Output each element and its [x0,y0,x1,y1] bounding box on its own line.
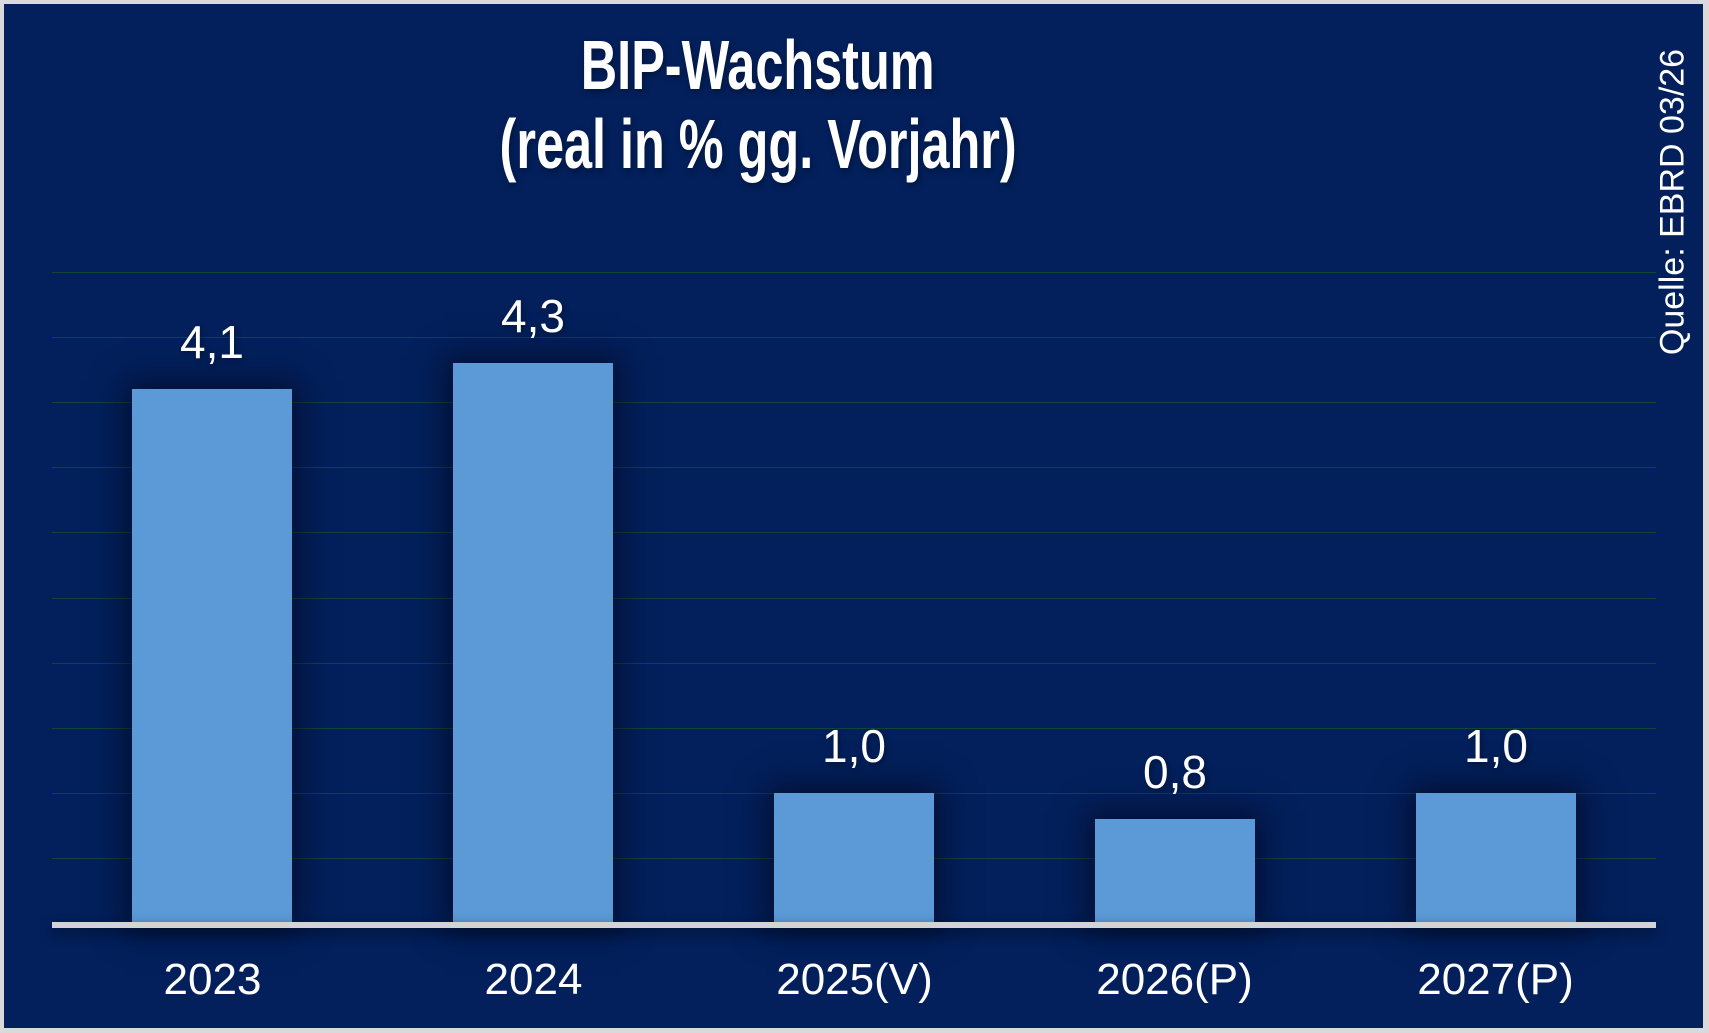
x-axis-label: 2025(V) [776,955,933,1004]
bar-2026(P) [1095,819,1255,923]
gridline [52,402,1656,403]
gridline [52,467,1656,468]
x-axis-label: 2023 [163,955,262,1004]
x-axis-label: 2026(P) [1096,955,1253,1004]
bar-value-label: 1,0 [822,720,886,772]
bar-2027(P) [1416,793,1576,923]
bar-2024 [453,363,613,923]
x-axis-label: 2027(P) [1417,955,1574,1004]
gridline [52,272,1656,273]
bar-value-label: 4,3 [501,290,565,342]
chart-title: BIP-Wachstum (real in % gg. Vorjahr) [0,26,1516,184]
gridline [52,532,1656,533]
bar-value-label: 4,1 [180,316,244,368]
bar-value-label: 0,8 [1143,746,1207,798]
gridline [52,598,1656,599]
gridline [52,728,1656,729]
bar-value-label: 1,0 [1464,720,1528,772]
gridline [52,663,1656,664]
gridline [52,337,1656,338]
chart-title-line2: (real in % gg. Vorjahr) [499,105,1017,183]
bar-2023 [132,389,292,923]
x-axis-label: 2024 [484,955,583,1004]
bar-2025(V) [774,793,934,923]
chart-title-line1: BIP-Wachstum [581,26,935,104]
x-axis-line [52,922,1656,928]
